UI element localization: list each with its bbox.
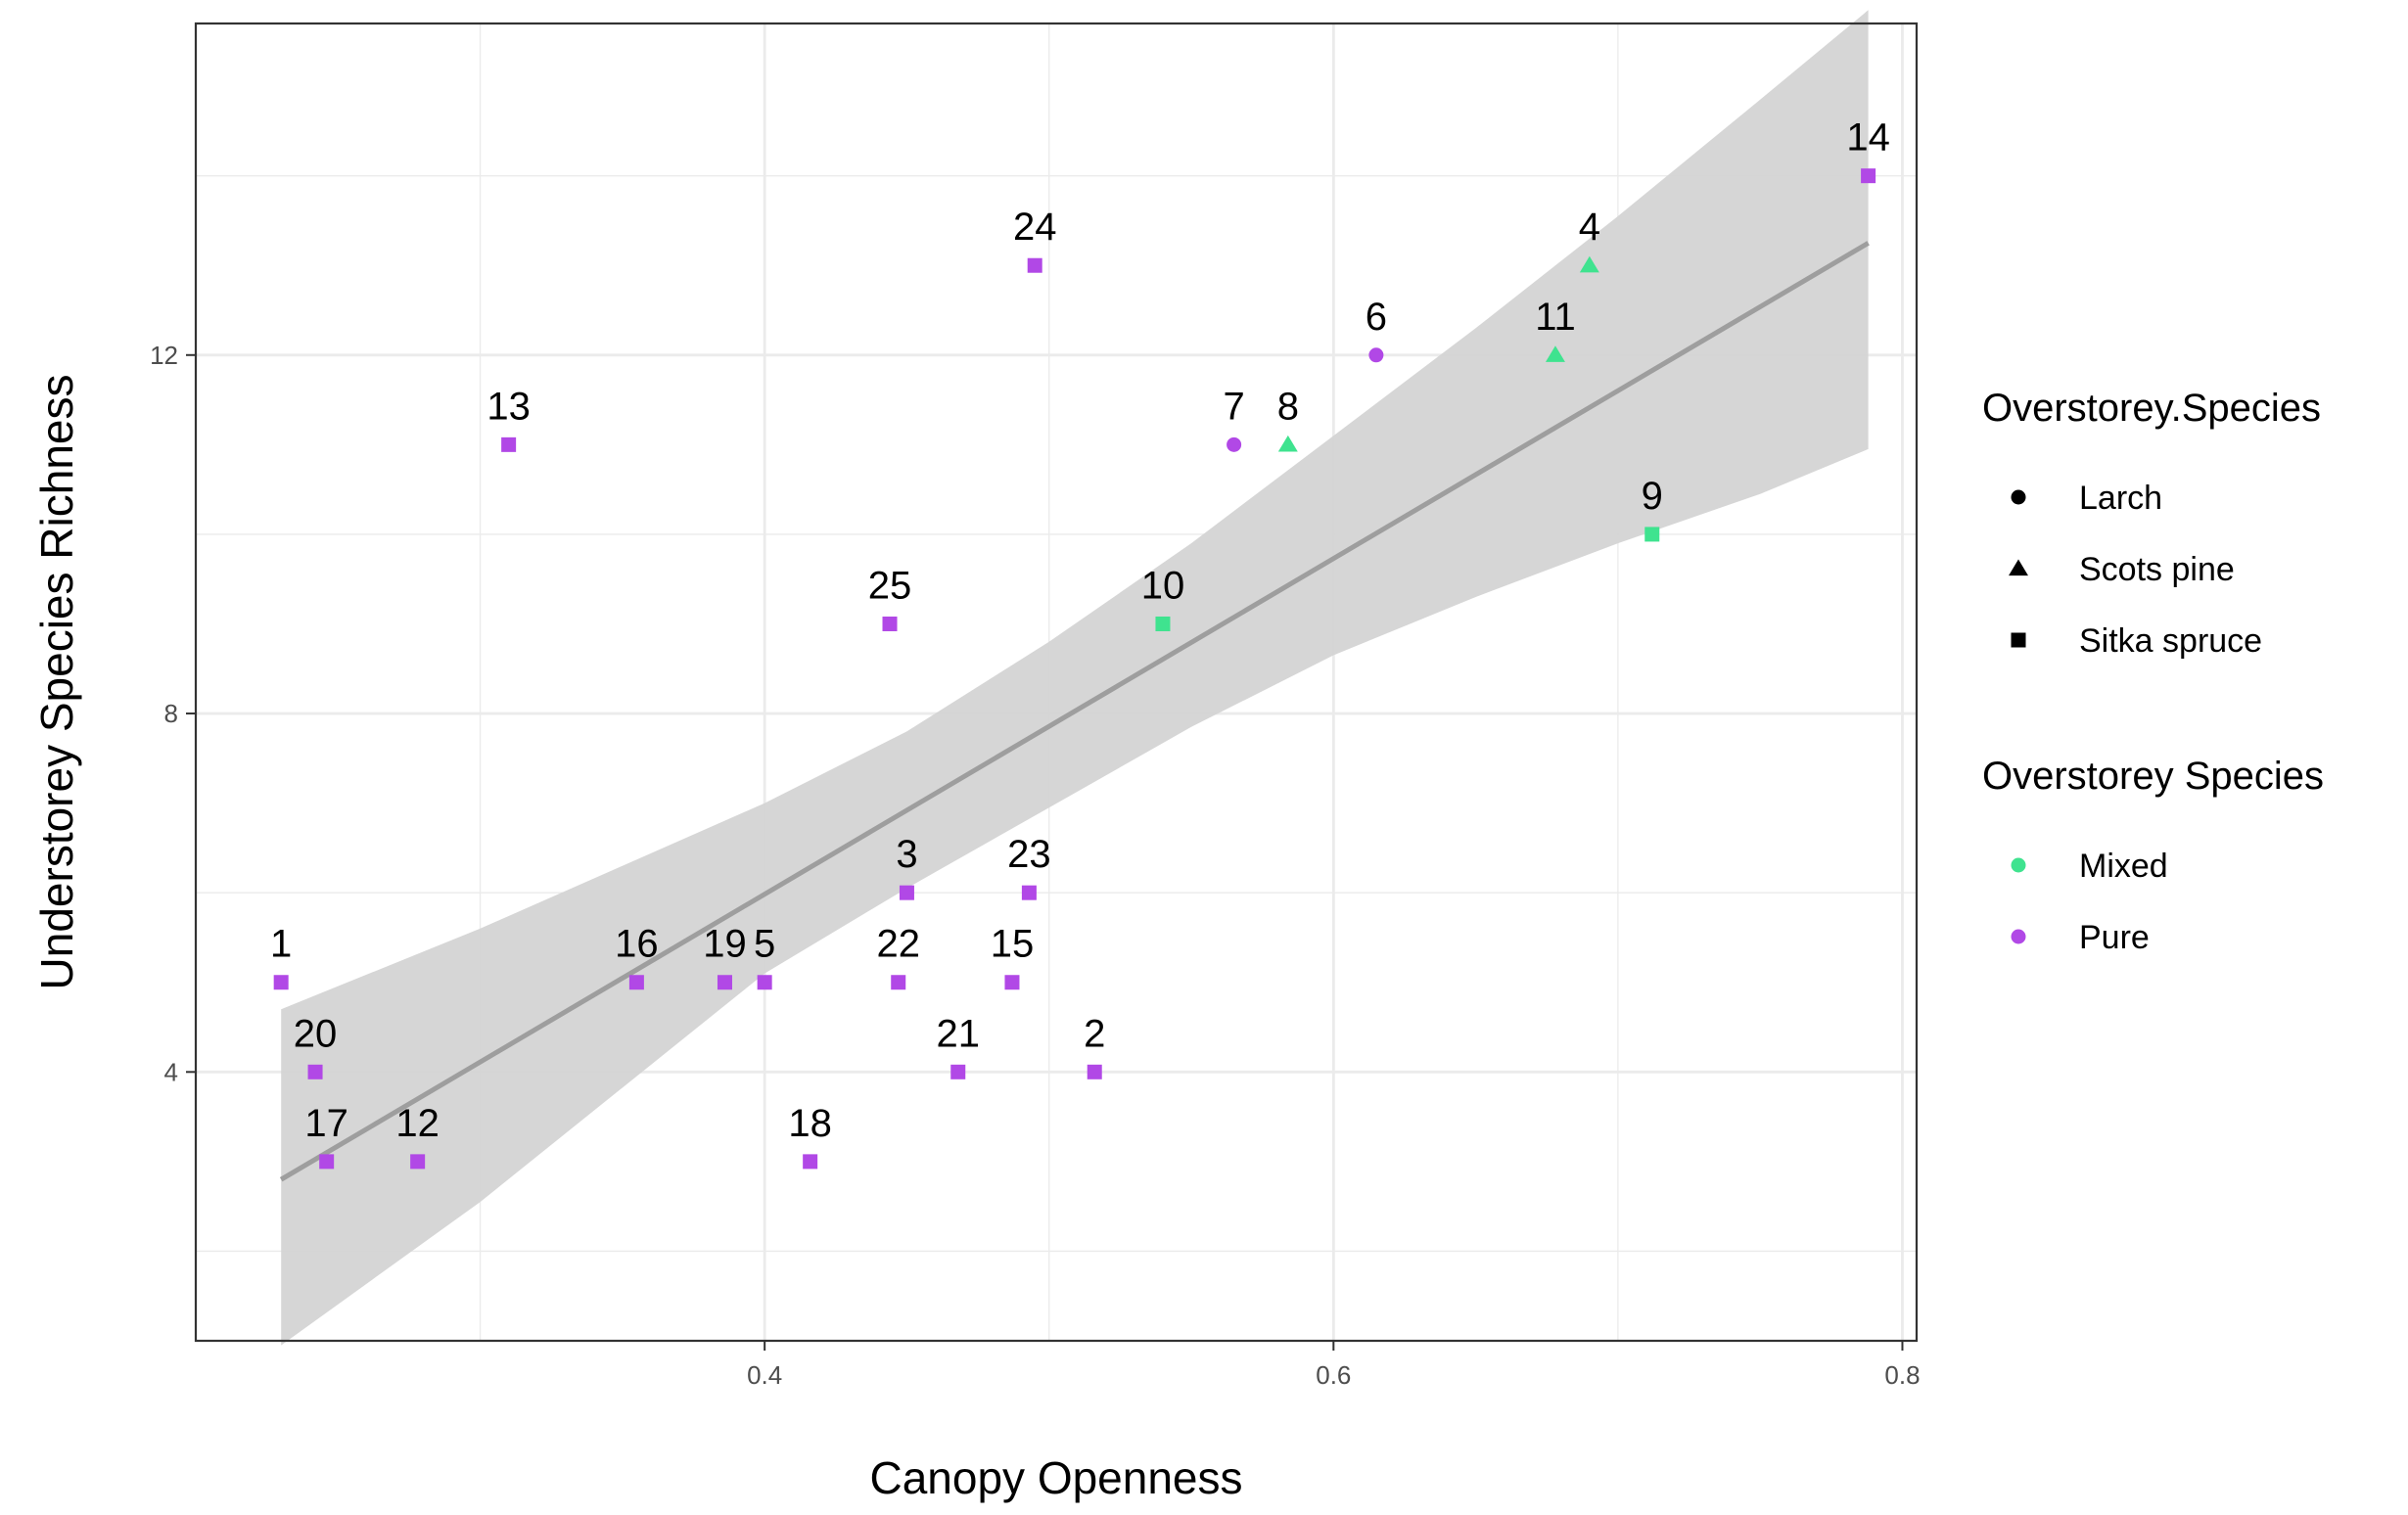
y-tick-label: 8	[164, 699, 178, 728]
legend-entry-label: Pure	[2079, 919, 2150, 956]
data-point	[1277, 435, 1298, 452]
point-label: 20	[294, 1012, 338, 1055]
data-point	[1545, 345, 1565, 362]
y-tick-label: 4	[164, 1057, 178, 1086]
point-label: 8	[1277, 385, 1299, 428]
point-label: 18	[788, 1102, 832, 1145]
legend-entry-label: Mixed	[2079, 848, 2168, 885]
point-label: 2	[1084, 1012, 1105, 1055]
y-axis-title: Understorey Species Richness	[31, 375, 82, 990]
legend-entry-label: Sitka spruce	[2079, 622, 2262, 660]
point-label: 3	[896, 833, 917, 876]
legend-entry-label: Scots pine	[2079, 551, 2235, 588]
panel-border	[194, 22, 1919, 1343]
y-axis-ticks: 4 8 12	[150, 341, 196, 1086]
point-label: 15	[991, 923, 1035, 966]
shape-legend: Overstorey.Species Larch Scots pine Sitka s…	[1982, 387, 2321, 660]
confidence-band	[281, 10, 1869, 1346]
x-axis-ticks: 0.4 0.6 0.8	[747, 1341, 1921, 1390]
data-points	[273, 168, 1876, 1170]
legend-key	[2011, 632, 2026, 648]
point-label: 25	[868, 564, 912, 607]
data-point	[1861, 168, 1876, 184]
point-label: 6	[1366, 296, 1387, 339]
point-label: 5	[754, 923, 775, 966]
point-label: 19	[703, 923, 747, 966]
point-label: 24	[1013, 206, 1057, 249]
point-label: 4	[1579, 206, 1600, 249]
point-label: 9	[1642, 475, 1663, 518]
data-point	[1644, 527, 1660, 542]
legend-key	[2011, 857, 2026, 873]
data-point	[273, 975, 289, 990]
x-axis-title: Canopy Openness	[869, 1452, 1242, 1503]
data-point	[1021, 885, 1037, 900]
x-tick-label: 0.4	[747, 1360, 782, 1390]
data-point	[319, 1154, 335, 1170]
point-label: 16	[615, 923, 659, 966]
data-point	[717, 975, 732, 990]
data-point	[1368, 347, 1384, 363]
data-point	[1004, 975, 1020, 990]
legend-entry-label: Larch	[2079, 480, 2162, 517]
data-point	[410, 1154, 426, 1170]
data-point	[1579, 255, 1599, 273]
y-tick-label: 12	[150, 341, 178, 370]
data-point	[307, 1064, 323, 1079]
point-label: 10	[1141, 564, 1185, 607]
regression-line	[279, 241, 1870, 1182]
data-point	[757, 975, 772, 990]
point-label: 13	[486, 385, 531, 428]
point-label: 17	[304, 1102, 348, 1145]
legend-key	[2009, 559, 2028, 576]
point-label: 14	[1846, 116, 1890, 160]
data-point	[950, 1064, 966, 1079]
legend-key	[2011, 929, 2026, 944]
point-label: 23	[1007, 833, 1051, 876]
legend-title: Overstorey.Species	[1982, 387, 2321, 430]
point-label: 11	[1535, 296, 1576, 339]
data-point	[899, 885, 914, 900]
data-point	[1087, 1064, 1102, 1079]
data-point	[891, 975, 906, 990]
data-point	[882, 616, 898, 631]
legend-key	[2011, 489, 2026, 505]
x-tick-label: 0.6	[1316, 1360, 1351, 1390]
data-point	[1027, 257, 1042, 273]
x-tick-label: 0.8	[1884, 1360, 1920, 1390]
point-label: 1	[270, 923, 292, 966]
legend-title: Overstorey Species	[1982, 755, 2324, 798]
point-label: 12	[395, 1102, 440, 1145]
data-point	[501, 436, 517, 452]
data-point	[1155, 616, 1171, 631]
data-point	[803, 1154, 818, 1170]
data-point	[628, 975, 644, 990]
point-label: 21	[937, 1012, 981, 1055]
point-label: 7	[1223, 385, 1244, 428]
color-legend: Overstorey Species Mixed Pure	[1982, 755, 2324, 956]
point-label: 22	[876, 923, 920, 966]
legends: Overstorey.Species Larch Scots pine Sitka s…	[1982, 387, 2324, 956]
data-point	[1227, 436, 1242, 452]
